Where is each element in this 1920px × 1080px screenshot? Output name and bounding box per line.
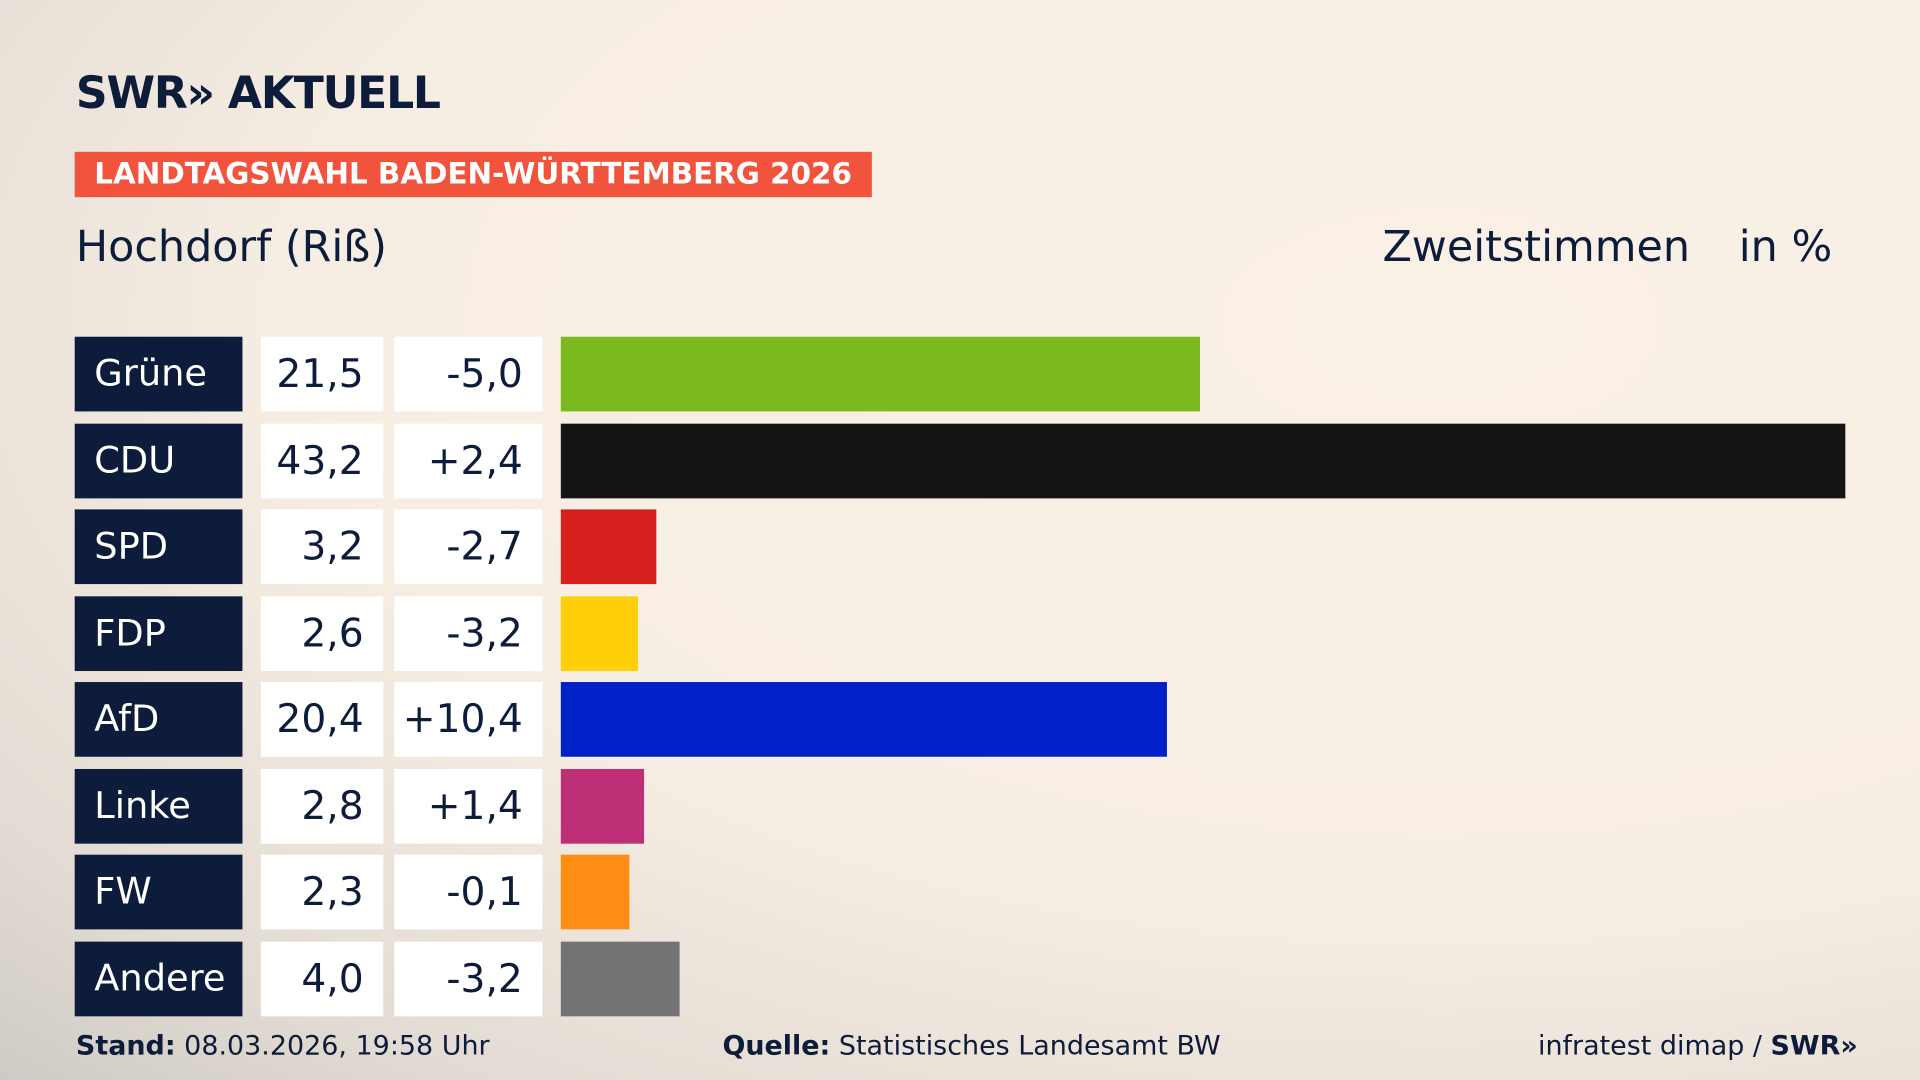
change-label: -3,2	[394, 595, 543, 671]
swr-aktuell-logo: SWR» AKTUELL	[75, 68, 441, 119]
value-label: 4,0	[260, 941, 384, 1016]
change-label: -0,1	[394, 854, 543, 930]
change-label: +1,4	[394, 768, 543, 844]
metric-label: Zweitstimmen	[1382, 222, 1691, 272]
party-label: Grüne	[74, 336, 243, 412]
bar	[560, 423, 1846, 498]
value-label: 21,5	[260, 336, 384, 412]
value-label: 2,8	[260, 768, 384, 844]
value-label: 43,2	[260, 423, 384, 498]
stand: Stand: 08.03.2026, 19:58 Uhr	[76, 1031, 490, 1062]
election-banner: LANDTAGSWAHL BADEN-WÜRTTEMBERG 2026	[74, 151, 872, 198]
source-label: Quelle:	[722, 1031, 831, 1062]
bar	[560, 941, 680, 1016]
swr-logo: SWR»	[1770, 1031, 1858, 1062]
party-label: Andere	[74, 941, 243, 1016]
bar	[560, 768, 645, 844]
unit-label: in %	[1738, 222, 1833, 272]
value-label: 2,6	[260, 595, 384, 671]
stand-label: Stand:	[75, 1031, 176, 1062]
party-label: FDP	[74, 595, 243, 671]
party-label: CDU	[74, 423, 243, 498]
party-label: AfD	[74, 682, 243, 757]
value-label: 3,2	[260, 509, 384, 585]
change-label: +2,4	[394, 423, 543, 498]
party-label: FW	[74, 854, 243, 930]
value-label: 2,3	[260, 854, 384, 930]
party-label: SPD	[74, 509, 243, 585]
source-value: Statistisches Landesamt BW	[830, 1031, 1221, 1062]
change-label: -2,7	[394, 509, 543, 585]
credit-text: infratest dimap /	[1537, 1031, 1771, 1062]
bar	[560, 854, 630, 930]
source: Quelle: Statistisches Landesamt BW	[722, 1031, 1220, 1062]
credit: infratest dimap / SWR»	[1538, 1031, 1858, 1062]
change-label: -5,0	[394, 336, 543, 412]
place-title: Hochdorf (Riß)	[75, 222, 387, 272]
value-label: 20,4	[260, 682, 384, 757]
change-label: -3,2	[394, 941, 543, 1016]
party-label: Linke	[74, 768, 243, 844]
bar	[560, 595, 639, 671]
bar	[560, 336, 1201, 412]
bar	[560, 682, 1168, 757]
stand-value: 08.03.2026, 19:58 Uhr	[175, 1031, 490, 1062]
bar	[560, 509, 656, 585]
change-label: +10,4	[394, 682, 543, 757]
